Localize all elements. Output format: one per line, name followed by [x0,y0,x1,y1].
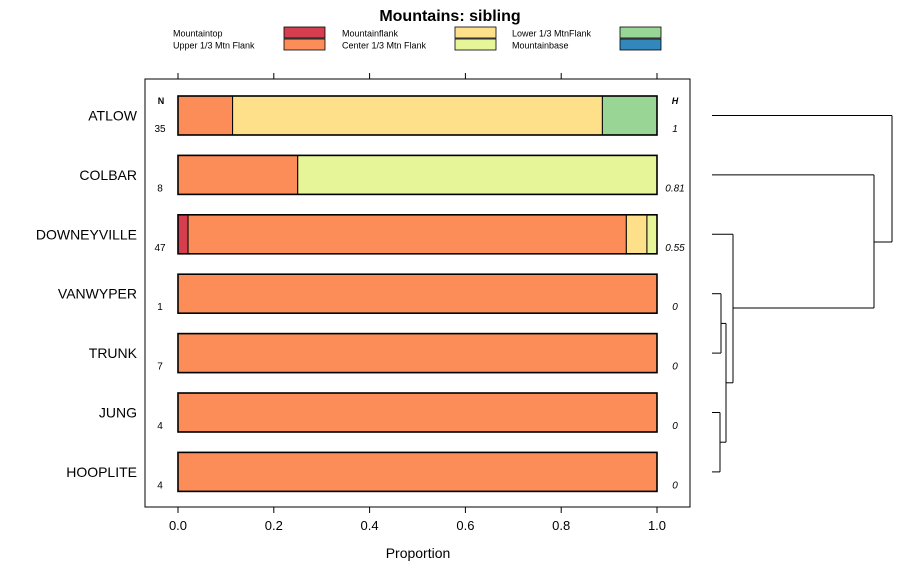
h-value-trunk: 0 [672,362,678,373]
h-value-hooplite: 0 [672,480,678,491]
bar-outline-atlow [177,95,658,136]
n-value-trunk: 7 [157,362,163,373]
bar-segment-downeyville-mountaintop [177,214,189,255]
x-axis-label: Proportion [386,545,451,561]
bar-outline-trunk [177,332,658,374]
row-label-colbar: COLBAR [79,167,137,183]
n-value-jung: 4 [157,421,163,432]
bar-outline-hooplite [177,451,658,493]
row-label-atlow: ATLOW [88,108,138,124]
x-tick-label-0-6: 0.6 [456,518,474,533]
row-label-downeyville: DOWNEYVILLE [36,226,137,242]
legend-swatch-center-1-3-mtn-flank [454,38,497,51]
bar-segment-jung-upper-1-3-mtn-flank [177,392,658,433]
legend-label-center-1-3-mtn-flank: Center 1/3 Mtn Flank [342,41,427,51]
legend-swatch-lower-1-3-mtnflank [619,26,662,39]
legend-swatch-mountaintop [283,26,326,39]
bar-segment-colbar-upper-1-3-mtn-flank [177,154,299,195]
h-value-colbar: 0.81 [665,183,684,194]
n-value-colbar: 8 [157,183,163,194]
bar-segment-downeyville-upper-1-3-mtn-flank [187,214,627,255]
bar-segment-atlow-lower-1-3-mtnflank [601,95,658,136]
bar-segment-atlow-upper-1-3-mtn-flank [177,95,234,136]
bar-outline-downeyville [177,214,658,255]
bar-segment-hooplite-upper-1-3-mtn-flank [177,451,658,492]
legend-label-upper-1-3-mtn-flank: Upper 1/3 Mtn Flank [173,41,255,51]
x-tick-label-0-0: 0.0 [169,518,187,533]
bar-segment-downeyville-center-1-3-mtn-flank [646,214,658,255]
row-label-jung: JUNG [99,405,137,421]
n-value-downeyville: 47 [154,243,166,254]
h-value-vanwyper: 0 [672,302,678,313]
x-tick-label-1-0: 1.0 [648,518,666,533]
x-tick-label-0-4: 0.4 [361,518,379,533]
legend-label-mountaintop: Mountaintop [173,29,223,39]
h-column-header: H [672,96,679,106]
n-value-hooplite: 4 [157,480,163,491]
row-label-vanwyper: VANWYPER [58,286,137,302]
h-value-downeyville: 0.55 [665,243,685,254]
x-axis: 0.0 0.2 0.4 0.6 0.8 1.0 [169,73,666,533]
legend: Mountaintop Upper 1/3 Mtn Flank Mountainfl… [173,26,662,51]
bar-outline-colbar [177,154,658,196]
legend-label-mountainbase: Mountainbase [512,41,569,51]
legend-swatch-upper-1-3-mtn-flank [283,38,326,51]
bar-outline-jung [177,392,658,433]
row-label-trunk: TRUNK [89,345,138,361]
legend-swatch-mountainflank [454,26,497,39]
x-tick-label-0-8: 0.8 [552,518,570,533]
h-value-jung: 0 [672,421,678,432]
dendrogram [712,115,893,473]
bar-segment-downeyville-mountainflank [625,214,648,255]
row-label-hooplite: HOOPLITE [66,464,137,480]
legend-label-lower-1-3-mtnflank: Lower 1/3 MtnFlank [512,29,592,39]
legend-swatch-mountainbase [619,38,662,51]
n-value-vanwyper: 1 [157,302,163,313]
chart-title: Mountains: sibling [379,8,520,25]
n-value-atlow: 35 [154,124,166,135]
bar-segment-trunk-upper-1-3-mtn-flank [177,333,658,374]
n-column-header: N [158,96,165,106]
h-value-atlow: 1 [672,124,678,135]
bar-segment-colbar-center-1-3-mtn-flank [297,154,658,195]
legend-label-mountainflank: Mountainflank [342,29,399,39]
x-tick-label-0-2: 0.2 [265,518,283,533]
plot-frame [144,78,691,508]
bar-segment-atlow-mountainflank [232,95,603,136]
bar-outline-vanwyper [177,273,658,315]
bar-segment-vanwyper-upper-1-3-mtn-flank [177,273,658,314]
